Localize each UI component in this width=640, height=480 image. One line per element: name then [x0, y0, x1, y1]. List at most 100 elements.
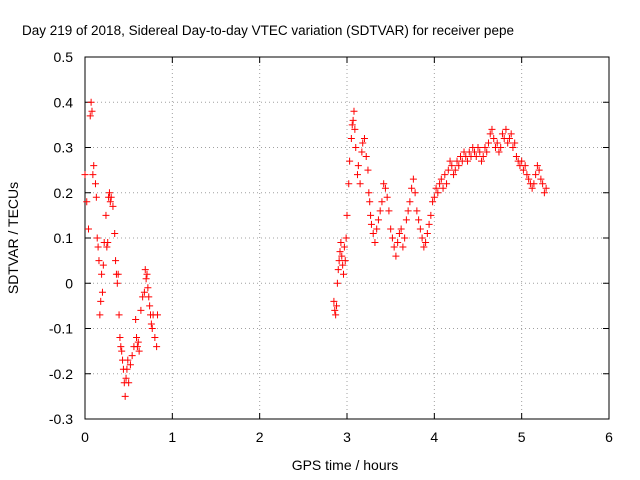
x-tick-label: 1 — [168, 429, 176, 445]
data-point — [358, 148, 366, 156]
data-point — [141, 266, 149, 274]
data-point — [331, 306, 339, 314]
data-point — [87, 98, 95, 106]
y-tick-label: 0 — [65, 275, 73, 291]
data-point — [102, 211, 110, 219]
data-point — [151, 334, 159, 342]
grid-lines — [85, 57, 609, 419]
data-point — [371, 239, 379, 247]
data-point — [145, 293, 153, 301]
data-point — [354, 162, 362, 170]
x-axis-label: GPS time / hours — [292, 457, 399, 473]
data-point — [121, 392, 129, 400]
data-point — [143, 270, 151, 278]
data-point — [533, 162, 541, 170]
data-point — [436, 180, 444, 188]
data-point — [481, 144, 489, 151]
data-point — [90, 162, 98, 170]
data-point — [429, 198, 437, 206]
data-point — [374, 216, 382, 224]
data-point — [525, 175, 533, 183]
data-point — [437, 175, 445, 183]
data-point — [476, 148, 484, 156]
data-point — [477, 157, 485, 165]
data-point — [333, 279, 341, 287]
data-point — [416, 225, 424, 233]
x-tick-label: 5 — [518, 429, 526, 445]
data-point — [356, 180, 364, 188]
data-point — [450, 171, 458, 179]
data-point — [392, 252, 400, 260]
data-point — [411, 189, 419, 197]
data-point — [335, 257, 343, 265]
data-point — [451, 166, 459, 174]
data-point — [133, 343, 141, 351]
data-point — [441, 171, 449, 179]
data-point — [427, 211, 435, 219]
data-point — [137, 306, 145, 314]
x-tick-label: 4 — [430, 429, 438, 445]
data-point — [342, 234, 350, 242]
y-axis-label: SDTVAR / TECUs — [5, 182, 21, 294]
data-point — [362, 153, 370, 161]
data-point — [153, 343, 161, 351]
data-point — [425, 220, 433, 228]
data-point — [385, 207, 393, 215]
y-tick-label: 0.3 — [54, 140, 74, 156]
data-point — [343, 211, 351, 219]
data-point — [123, 365, 131, 373]
data-point — [148, 325, 156, 332]
data-point — [81, 171, 89, 179]
data-point — [112, 257, 120, 265]
data-point — [423, 229, 431, 237]
data-point — [413, 207, 421, 215]
data-point — [380, 180, 388, 188]
data-point — [330, 297, 338, 305]
data-point — [333, 302, 341, 310]
data-point — [116, 334, 124, 342]
data-point — [93, 234, 101, 242]
data-point — [381, 184, 389, 192]
data-point — [99, 261, 107, 269]
data-point — [530, 180, 538, 188]
data-point — [493, 139, 501, 147]
data-point — [497, 144, 505, 151]
data-point — [106, 198, 114, 206]
data-point — [345, 180, 353, 188]
data-point — [111, 229, 119, 237]
data-point — [509, 144, 517, 151]
data-point — [341, 257, 349, 265]
data-point — [495, 148, 503, 156]
data-point — [439, 184, 447, 192]
data-point — [402, 216, 410, 224]
data-point — [94, 243, 102, 251]
data-point — [432, 184, 440, 192]
data-point — [337, 239, 345, 247]
data-point — [364, 166, 372, 174]
data-point — [518, 157, 526, 165]
data-point — [472, 153, 480, 161]
data-point — [418, 234, 426, 242]
data-point — [104, 239, 112, 247]
data-point — [490, 134, 498, 142]
data-point — [406, 198, 414, 206]
data-point — [519, 166, 527, 174]
data-point — [498, 130, 506, 138]
y-tick-label: -0.3 — [49, 411, 73, 427]
data-point — [350, 107, 358, 115]
data-point — [383, 193, 391, 201]
data-point — [507, 130, 515, 138]
x-tick-label: 0 — [81, 429, 89, 445]
data-point — [443, 180, 451, 188]
data-point — [146, 302, 154, 310]
data-point — [98, 288, 106, 296]
tick-labels: 0 1 2 3 4 5 6 -0.3 -0.2 -0.1 0 0.1 0.2 0.3 0.4 0.5 — [49, 49, 613, 445]
data-point — [89, 171, 97, 179]
data-point — [366, 198, 374, 206]
y-tick-label: -0.2 — [49, 366, 73, 382]
data-point — [142, 275, 150, 283]
data-point — [365, 189, 373, 197]
data-point — [422, 239, 430, 247]
